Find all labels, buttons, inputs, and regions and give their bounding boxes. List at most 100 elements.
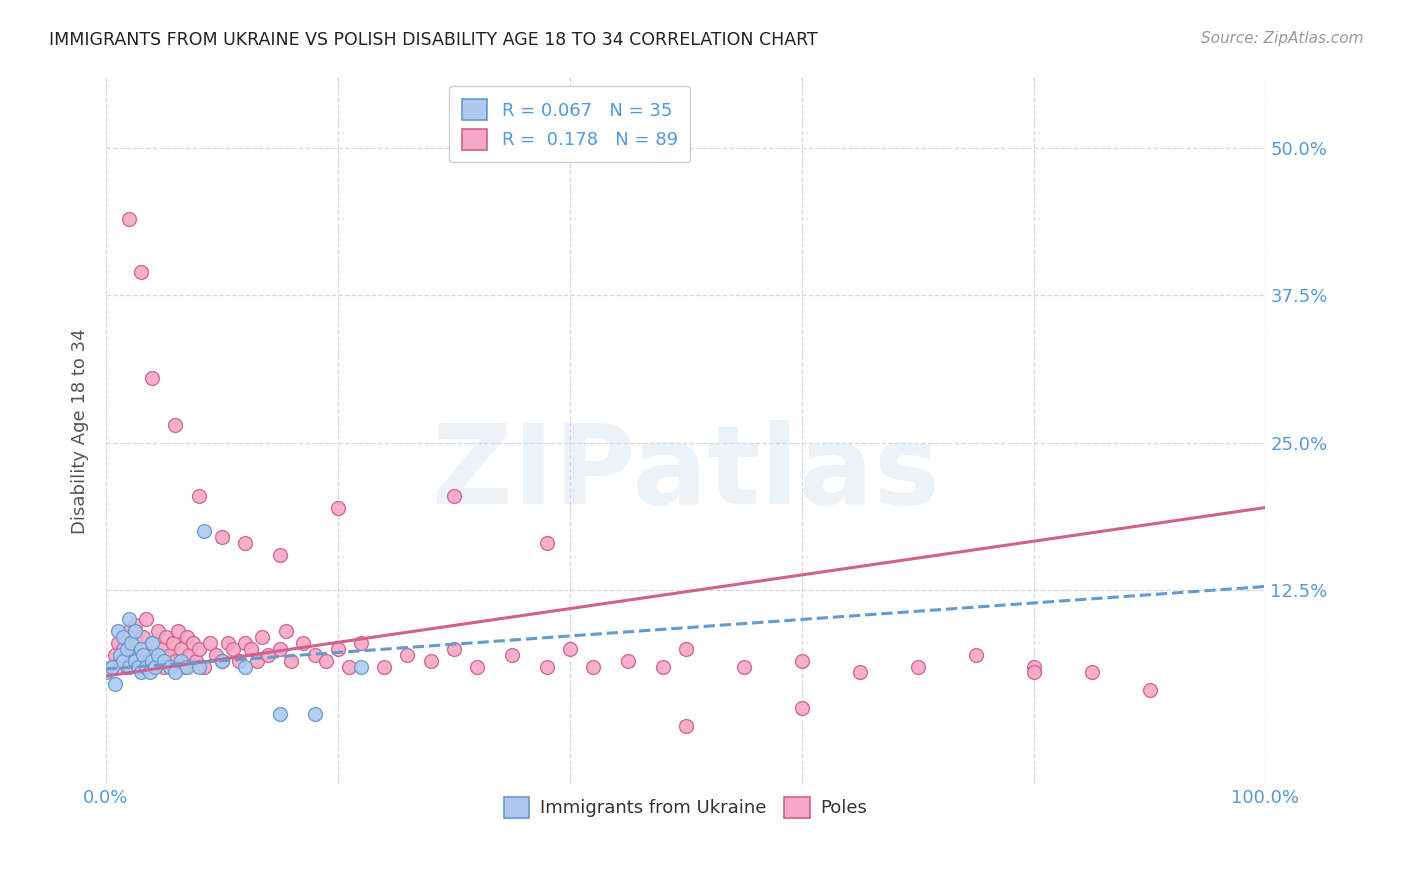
Point <box>120 654 142 668</box>
Point <box>115 659 138 673</box>
Point <box>536 536 558 550</box>
Point <box>326 641 349 656</box>
Point <box>274 624 297 639</box>
Point <box>104 677 127 691</box>
Point <box>233 536 256 550</box>
Point <box>246 654 269 668</box>
Point <box>558 641 581 656</box>
Point <box>153 654 176 668</box>
Point <box>536 659 558 673</box>
Point <box>173 659 195 673</box>
Point <box>165 665 187 680</box>
Point <box>120 636 142 650</box>
Point <box>280 654 302 668</box>
Point <box>790 654 813 668</box>
Point <box>181 636 204 650</box>
Point <box>112 641 135 656</box>
Point <box>176 659 198 673</box>
Point <box>651 659 673 673</box>
Point <box>233 636 256 650</box>
Point <box>193 524 215 538</box>
Point <box>187 659 209 673</box>
Point <box>193 659 215 673</box>
Point <box>112 654 135 668</box>
Point <box>155 630 177 644</box>
Point <box>675 718 697 732</box>
Point <box>217 636 239 650</box>
Point <box>339 659 361 673</box>
Point <box>112 630 135 644</box>
Point <box>239 641 262 656</box>
Point <box>257 648 280 662</box>
Point <box>129 265 152 279</box>
Point <box>419 654 441 668</box>
Y-axis label: Disability Age 18 to 34: Disability Age 18 to 34 <box>72 328 89 533</box>
Point <box>162 636 184 650</box>
Point <box>733 659 755 673</box>
Legend: Immigrants from Ukraine, Poles: Immigrants from Ukraine, Poles <box>496 789 875 825</box>
Point <box>465 659 488 673</box>
Point <box>153 659 176 673</box>
Point <box>292 636 315 650</box>
Point <box>848 665 870 680</box>
Point <box>373 659 395 673</box>
Point <box>141 371 163 385</box>
Point <box>350 636 373 650</box>
Point <box>200 636 222 650</box>
Point <box>252 630 274 644</box>
Point <box>170 641 193 656</box>
Point <box>159 648 181 662</box>
Point <box>118 612 141 626</box>
Point <box>108 648 131 662</box>
Point <box>350 659 373 673</box>
Point <box>139 665 162 680</box>
Point <box>127 659 149 673</box>
Point <box>135 612 157 626</box>
Point <box>108 654 131 668</box>
Text: IMMIGRANTS FROM UKRAINE VS POLISH DISABILITY AGE 18 TO 34 CORRELATION CHART: IMMIGRANTS FROM UKRAINE VS POLISH DISABI… <box>49 31 818 49</box>
Point <box>141 654 163 668</box>
Point <box>675 641 697 656</box>
Point <box>228 654 250 668</box>
Point <box>315 654 337 668</box>
Point <box>187 489 209 503</box>
Point <box>129 665 152 680</box>
Point <box>146 648 169 662</box>
Point <box>965 648 987 662</box>
Point <box>132 648 155 662</box>
Point <box>211 530 233 544</box>
Point <box>118 211 141 226</box>
Point <box>205 648 228 662</box>
Point <box>104 648 127 662</box>
Point <box>176 630 198 644</box>
Point <box>143 659 166 673</box>
Point <box>186 654 208 668</box>
Point <box>124 636 146 650</box>
Point <box>118 659 141 673</box>
Point <box>1080 665 1102 680</box>
Point <box>222 641 245 656</box>
Point <box>326 500 349 515</box>
Point <box>124 654 146 668</box>
Point <box>107 624 129 639</box>
Point <box>211 654 233 668</box>
Point <box>582 659 605 673</box>
Point <box>187 641 209 656</box>
Point <box>127 659 149 673</box>
Point <box>146 624 169 639</box>
Point <box>211 654 233 668</box>
Point <box>165 654 187 668</box>
Point <box>1139 683 1161 698</box>
Point <box>166 624 188 639</box>
Point <box>269 706 291 721</box>
Point <box>501 648 523 662</box>
Point <box>141 636 163 650</box>
Point <box>1022 665 1045 680</box>
Point <box>129 641 152 656</box>
Point <box>118 624 141 639</box>
Point <box>118 648 141 662</box>
Point <box>443 489 465 503</box>
Point <box>129 641 152 656</box>
Point <box>790 701 813 715</box>
Point <box>269 641 291 656</box>
